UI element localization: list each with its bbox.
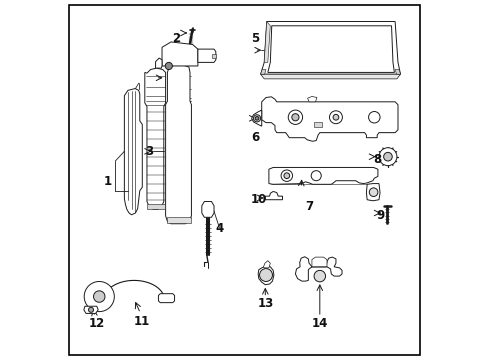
Text: 5: 5 <box>251 32 259 45</box>
Polygon shape <box>166 217 190 223</box>
Circle shape <box>281 170 292 181</box>
Text: 2: 2 <box>172 32 180 45</box>
Polygon shape <box>263 261 270 268</box>
Text: 10: 10 <box>250 193 266 206</box>
Circle shape <box>332 114 338 120</box>
Polygon shape <box>265 192 282 200</box>
Polygon shape <box>144 68 165 210</box>
Text: 12: 12 <box>88 317 104 330</box>
Circle shape <box>284 173 289 179</box>
Text: 13: 13 <box>257 297 274 310</box>
Polygon shape <box>314 122 321 127</box>
Circle shape <box>329 111 342 124</box>
Circle shape <box>84 282 114 312</box>
Polygon shape <box>162 42 198 66</box>
Polygon shape <box>311 257 326 267</box>
Circle shape <box>378 148 396 166</box>
Polygon shape <box>295 257 341 281</box>
Circle shape <box>368 112 379 123</box>
Polygon shape <box>268 167 377 184</box>
Polygon shape <box>260 74 400 79</box>
Text: 14: 14 <box>311 317 327 330</box>
Text: 1: 1 <box>104 175 112 188</box>
Circle shape <box>88 307 93 312</box>
Circle shape <box>255 117 258 120</box>
Circle shape <box>93 291 105 302</box>
Circle shape <box>287 110 302 125</box>
Circle shape <box>313 270 325 282</box>
Circle shape <box>383 152 391 161</box>
Text: 11: 11 <box>134 315 150 328</box>
Polygon shape <box>251 110 261 126</box>
Polygon shape <box>155 58 162 68</box>
Polygon shape <box>165 65 191 224</box>
Polygon shape <box>307 96 316 102</box>
Circle shape <box>368 188 377 197</box>
Polygon shape <box>212 54 215 58</box>
Polygon shape <box>264 22 270 62</box>
Circle shape <box>165 62 172 69</box>
Circle shape <box>310 171 321 181</box>
Text: 4: 4 <box>215 222 223 235</box>
Text: 9: 9 <box>376 210 384 222</box>
Polygon shape <box>83 306 98 314</box>
Circle shape <box>259 269 272 282</box>
Polygon shape <box>202 202 214 217</box>
Polygon shape <box>267 26 394 72</box>
Polygon shape <box>366 184 379 201</box>
Circle shape <box>253 115 260 122</box>
Polygon shape <box>260 69 265 74</box>
Text: 7: 7 <box>305 201 312 213</box>
Polygon shape <box>158 294 174 303</box>
Circle shape <box>291 114 298 121</box>
Text: 3: 3 <box>145 145 153 158</box>
Polygon shape <box>394 69 400 74</box>
Polygon shape <box>258 266 273 285</box>
Polygon shape <box>260 22 400 74</box>
Text: 8: 8 <box>372 153 381 166</box>
Polygon shape <box>124 89 142 215</box>
Text: 6: 6 <box>251 131 259 144</box>
Polygon shape <box>147 204 164 210</box>
Polygon shape <box>198 49 215 62</box>
Polygon shape <box>261 97 397 141</box>
